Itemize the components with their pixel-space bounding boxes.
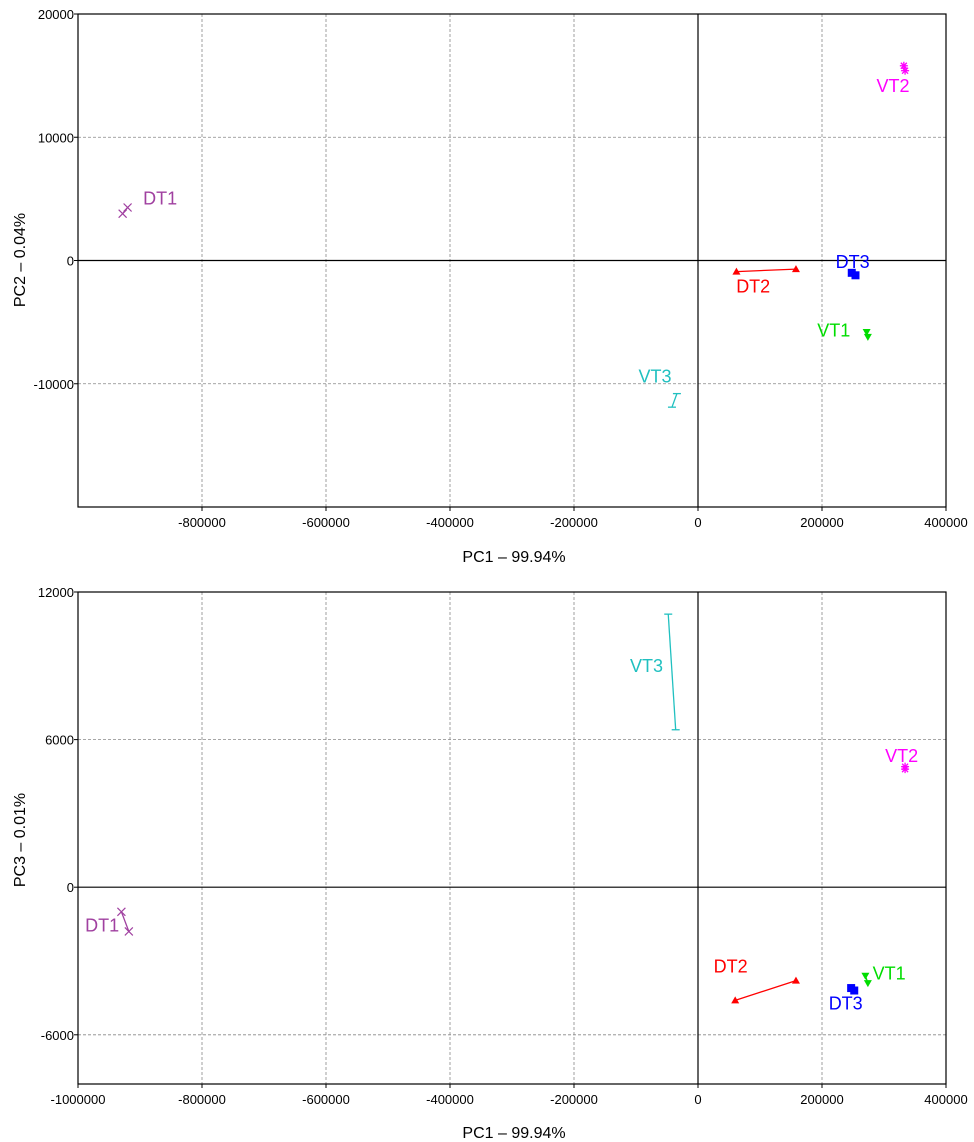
data-point [863, 333, 872, 341]
x-tick-label: 0 [694, 1092, 701, 1107]
x-tick-label: 400000 [924, 1092, 967, 1107]
data-point [863, 980, 872, 988]
point-label: VT3 [638, 366, 671, 386]
group-dt1: DT1 [85, 907, 134, 936]
data-point [901, 765, 910, 774]
x-tick-label: -1000000 [51, 1092, 106, 1107]
group-dt2: DT2 [732, 265, 800, 296]
x-tick-label: -800000 [178, 1092, 226, 1107]
pc1-pc2-panel: -800000 -600000 -400000 -200000 0 200000 40000… [12, 7, 968, 566]
x-tick-label: 200000 [800, 515, 843, 530]
group-dt3: DT3 [836, 252, 870, 280]
x-axis-title: PC1 – 99.94% [462, 1125, 565, 1142]
point-label: DT2 [714, 957, 748, 977]
x-axis-title: PC1 – 99.94% [462, 549, 565, 566]
y-tick-label: 6000 [45, 733, 74, 748]
point-label: VT2 [876, 76, 909, 96]
group-dt2: DT2 [714, 957, 800, 1004]
data-point [851, 271, 860, 280]
grid-lines [78, 592, 946, 1084]
group-vt1: VT1 [861, 963, 906, 988]
y-axis-title: PC3 – 0.01% [12, 793, 29, 887]
y-tick-label: -6000 [41, 1028, 74, 1043]
data-points: DT1 DT2 DT3 VT1 VT2 VT3 [118, 61, 910, 408]
x-tick-label: 0 [694, 515, 701, 530]
x-tick-label: -800000 [178, 515, 226, 530]
x-tick-label: -400000 [426, 1092, 474, 1107]
x-tick-label: -200000 [550, 515, 598, 530]
group-vt1: VT1 [817, 320, 872, 341]
data-point [123, 203, 133, 212]
data-point [862, 328, 871, 336]
data-point [861, 972, 870, 980]
y-tick-label: 12000 [38, 585, 74, 600]
x-tick-label: 400000 [924, 515, 967, 530]
data-point [124, 927, 134, 936]
pc1-pc3-panel: -1000000 -800000 -600000 -400000 -200000 0 200… [12, 585, 968, 1142]
tick-labels: -1000000 -800000 -600000 -400000 -200000 0 200… [38, 585, 968, 1107]
point-label: DT2 [736, 276, 770, 296]
y-tick-label: -10000 [34, 377, 74, 392]
group-vt2: VT2 [885, 746, 918, 774]
point-label: DT1 [143, 189, 177, 209]
x-tick-label: -600000 [302, 1092, 350, 1107]
data-point [732, 267, 741, 275]
data-point [899, 61, 908, 70]
data-points: DT1 DT2 DT3 VT1 VT2 VT3 [85, 613, 918, 1013]
x-tick-label: -600000 [302, 515, 350, 530]
y-tick-label: 20000 [38, 7, 74, 22]
y-axis-title: PC2 – 0.04% [12, 213, 29, 307]
data-point [118, 209, 128, 219]
x-tick-label: -200000 [550, 1092, 598, 1107]
group-connector [736, 268, 796, 273]
tick-labels: -800000 -600000 -400000 -200000 0 200000 40000… [34, 7, 968, 530]
x-tick-label: -400000 [426, 515, 474, 530]
group-connector [671, 393, 678, 408]
y-tick-label: 0 [67, 880, 74, 895]
point-label: VT3 [630, 656, 663, 676]
point-label: VT1 [817, 320, 850, 340]
group-vt3: VT3 [638, 366, 681, 408]
y-tick-label: 10000 [38, 130, 74, 145]
data-point [791, 976, 800, 984]
data-point [116, 907, 126, 917]
y-tick-label: 0 [67, 254, 74, 269]
point-label: VT1 [873, 963, 906, 983]
x-tick-label: 200000 [800, 1092, 843, 1107]
group-dt1: DT1 [118, 189, 177, 219]
data-point [791, 265, 800, 273]
data-point [901, 66, 910, 75]
plot-frame [77, 591, 947, 1085]
point-label: VT2 [885, 746, 918, 766]
point-label: DT1 [85, 916, 119, 936]
data-point [731, 996, 740, 1004]
data-point [850, 986, 859, 995]
point-label: DT3 [836, 252, 870, 272]
group-connector [120, 911, 130, 932]
group-dt3: DT3 [829, 984, 863, 1013]
group-connector [667, 614, 677, 730]
axes [77, 591, 947, 1085]
group-vt2: VT2 [876, 61, 910, 96]
axes [77, 13, 947, 508]
point-label: DT3 [829, 993, 863, 1013]
group-connector [734, 980, 797, 1001]
group-vt3: VT3 [630, 613, 680, 731]
